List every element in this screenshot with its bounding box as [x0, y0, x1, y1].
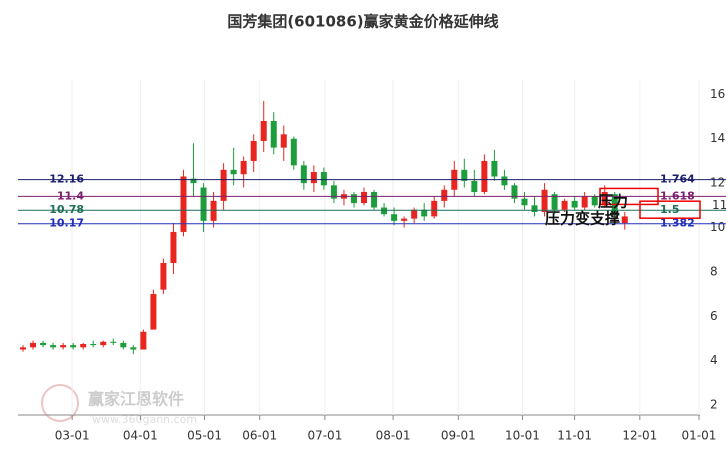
candle-body — [220, 169, 227, 201]
level-price: 10.78 — [49, 203, 84, 216]
candle-body — [290, 138, 297, 166]
candle-body — [310, 172, 317, 184]
candle-body — [411, 209, 418, 219]
candle-body — [170, 231, 177, 264]
candle-body — [40, 342, 47, 346]
candle-body — [300, 165, 307, 184]
level-ratio: 1.764 — [660, 173, 695, 186]
candle-body — [461, 169, 468, 181]
annotation: 压力 — [598, 193, 628, 211]
y-tick-label: 2 — [710, 398, 718, 412]
candle-body — [50, 345, 57, 348]
x-tick-label: 06-01 — [242, 429, 277, 443]
watermark-url: www.360gann.com — [92, 413, 197, 426]
x-tick-label: 07-01 — [307, 429, 342, 443]
level-ratio: 1.618 — [660, 189, 695, 202]
x-tick-label: 05-01 — [187, 429, 222, 443]
candle-body — [581, 196, 588, 208]
candle-body — [521, 198, 528, 206]
watermark-logo — [41, 384, 79, 422]
x-tick-label: 09-01 — [441, 429, 476, 443]
level-price: 12.16 — [49, 173, 84, 186]
candle-body — [561, 200, 568, 210]
candle-body — [260, 120, 267, 141]
candle-body — [431, 200, 438, 217]
candle-body — [471, 180, 478, 192]
candle-body — [280, 134, 287, 148]
candle-body — [270, 120, 277, 148]
y-tick-label: 12 — [710, 176, 725, 190]
level-ratio: 1.5 — [660, 203, 680, 216]
watermark: 赢家江恩软件 — [88, 390, 184, 409]
candle-body — [551, 194, 558, 210]
x-tick-label: 03-01 — [55, 429, 90, 443]
candle-body — [140, 331, 147, 350]
candle-body — [401, 218, 408, 221]
candle-body — [210, 200, 217, 221]
level-ratio: 1.382 — [660, 217, 695, 230]
y-tick-label: 10 — [710, 220, 725, 234]
x-tick-label: 04-01 — [123, 429, 158, 443]
x-tick-label: 01-01 — [682, 429, 717, 443]
highlight-box — [639, 200, 701, 219]
candle-body — [571, 200, 578, 208]
candle-body — [541, 189, 548, 212]
candle-body — [441, 189, 448, 201]
candle-body — [30, 342, 37, 348]
y-tick-label: 14 — [710, 131, 725, 145]
level-price: 10.17 — [49, 217, 84, 230]
y-tick-label: 16 — [710, 87, 725, 101]
candle-body — [491, 160, 498, 177]
candle-body — [421, 209, 428, 217]
candle-body — [60, 345, 67, 348]
candle-body — [190, 178, 197, 184]
candle-body — [601, 191, 608, 206]
candle-body — [150, 294, 157, 330]
candle-body — [80, 343, 87, 348]
y-tick-label: 6 — [710, 309, 718, 323]
candle-body — [160, 263, 167, 290]
x-tick-label: 12-01 — [622, 429, 657, 443]
candle-body — [591, 196, 598, 206]
candle-body — [350, 194, 357, 204]
annotation: 压力变支撑 — [545, 210, 620, 228]
candle-body — [361, 191, 368, 204]
x-tick-label: 08-01 — [376, 429, 411, 443]
x-tick-label: 10-01 — [505, 429, 540, 443]
last-price: 11 — [712, 198, 726, 212]
chart-title: 国芳集团(601086)赢家黄金价格延伸线 — [227, 13, 498, 31]
candle-body — [70, 345, 77, 348]
candle-body — [240, 160, 247, 175]
candle-body — [621, 216, 628, 224]
candle-body — [180, 176, 187, 232]
candle-body — [531, 205, 538, 212]
y-tick-label: 8 — [710, 264, 718, 278]
candle-body — [501, 176, 508, 186]
candle-body — [481, 160, 488, 192]
candle-body — [250, 140, 257, 161]
candle-body — [130, 347, 137, 350]
x-tick-label: 11-01 — [557, 429, 592, 443]
candle-body — [20, 347, 27, 350]
candle-body — [381, 207, 388, 215]
candle-body — [100, 341, 107, 346]
candle-body — [200, 187, 207, 221]
highlight-box — [599, 187, 659, 206]
candle-body — [90, 343, 97, 346]
candle-body — [511, 185, 518, 199]
candle-body — [110, 341, 117, 343]
candle-body — [320, 172, 327, 186]
candle-body — [330, 185, 337, 199]
level-price: 11.4 — [57, 189, 84, 202]
y-tick-label: 4 — [710, 353, 718, 367]
candle-body — [391, 214, 398, 221]
candle-body — [120, 342, 127, 348]
candle-body — [371, 191, 378, 208]
candle-body — [230, 169, 237, 175]
